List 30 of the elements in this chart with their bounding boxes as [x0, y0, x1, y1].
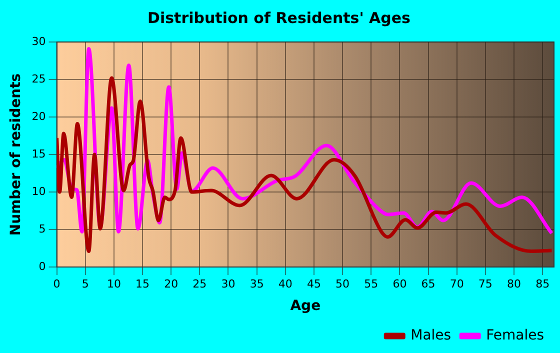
y-tick-label: 20: [32, 110, 46, 123]
x-tick-label: 45: [306, 277, 321, 290]
x-tick-label: 65: [421, 277, 436, 290]
legend-label: Females: [486, 328, 544, 344]
x-tick-label: 80: [506, 277, 521, 290]
y-tick-label: 30: [32, 34, 46, 48]
x-tick-label: 70: [450, 277, 464, 290]
y-axis-title: Number of residents: [8, 73, 24, 236]
x-tick-label: 55: [364, 277, 378, 290]
x-tick-label: 75: [478, 277, 492, 290]
x-tick-label: 0: [53, 277, 60, 290]
x-tick-label: 35: [250, 277, 264, 290]
x-tick-label: 85: [536, 277, 550, 290]
y-tick-label: 10: [32, 184, 46, 198]
y-tick-label: 5: [38, 222, 46, 236]
y-tick-label: 0: [38, 260, 46, 273]
x-axis-title: Age: [290, 298, 321, 314]
x-tick-label: 5: [82, 277, 89, 290]
chart-title: Distribution of Residents' Ages: [148, 8, 411, 27]
x-tick-label: 25: [192, 277, 207, 290]
x-tick-label: 20: [164, 277, 178, 290]
x-tick-label: 10: [106, 277, 121, 290]
x-tick-label: 60: [392, 277, 407, 290]
x-tick-label: 50: [336, 277, 350, 290]
legend-label: Males: [410, 328, 452, 344]
x-tick-label: 30: [221, 277, 236, 290]
x-tick-label: 15: [136, 277, 150, 290]
y-tick-label: 25: [32, 72, 46, 86]
x-tick-label: 40: [278, 277, 292, 290]
y-tick-label: 15: [32, 147, 46, 160]
